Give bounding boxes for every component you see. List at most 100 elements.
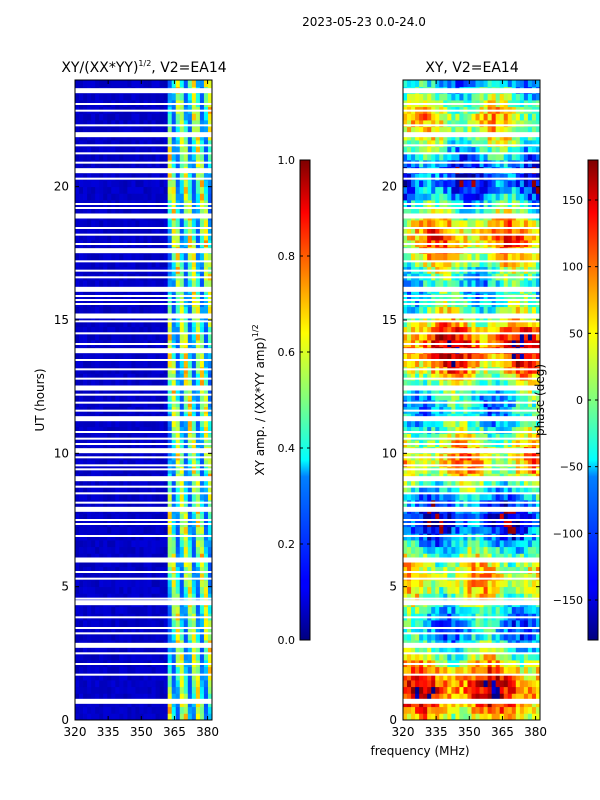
phase-cell <box>423 460 428 468</box>
amplitude-cell <box>175 480 181 488</box>
amplitude-cell <box>103 153 108 161</box>
amplitude-cell <box>131 626 136 634</box>
amplitude-cell <box>151 633 156 641</box>
amplitude-cell <box>191 353 197 361</box>
amplitude-cell <box>119 186 124 194</box>
amplitude-cell <box>119 460 124 468</box>
amplitude-cell <box>103 493 108 501</box>
phase-cell <box>523 526 529 534</box>
amplitude-cell <box>183 80 189 88</box>
amplitude-cell <box>119 553 124 561</box>
amplitude-cell <box>75 333 80 341</box>
phase-cell <box>535 593 541 601</box>
phase-cell <box>495 433 501 441</box>
amplitude-cell <box>143 580 148 588</box>
amplitude-cell <box>131 186 136 194</box>
phase-cell <box>415 686 420 694</box>
phase-cell <box>451 486 456 494</box>
amplitude-cell <box>183 626 189 634</box>
amplitude-cell <box>155 486 161 494</box>
phase-cell <box>499 693 505 701</box>
amplitude-cell <box>95 686 100 694</box>
amplitude-cell <box>167 433 173 441</box>
amplitude-cell <box>187 173 193 181</box>
phase-cell <box>535 573 541 581</box>
amplitude-cell <box>203 153 209 161</box>
phase-cell <box>467 620 472 628</box>
phase-cell <box>411 580 416 588</box>
amplitude-cell <box>95 280 100 288</box>
amplitude-cell <box>143 626 148 634</box>
amplitude-cell <box>115 146 120 154</box>
amplitude-cell <box>143 140 148 148</box>
amplitude-cell <box>167 626 173 634</box>
amplitude-cell <box>123 120 128 128</box>
phase-cell <box>507 666 513 674</box>
amplitude-cell <box>111 113 116 121</box>
amplitude-cell <box>199 540 205 548</box>
amplitude-cell <box>183 493 189 501</box>
phase-cell <box>535 646 541 654</box>
phase-cell <box>451 686 456 694</box>
amplitude-cell <box>187 280 193 288</box>
phase-cell <box>471 626 476 634</box>
amplitude-cell <box>207 93 213 101</box>
phase-cell <box>527 460 533 468</box>
amplitude-cell <box>83 226 88 234</box>
amplitude-cell <box>155 426 161 434</box>
amplitude-cell <box>171 573 177 581</box>
amplitude-cell <box>83 93 88 101</box>
data-gap-line <box>75 535 212 537</box>
amplitude-cell <box>163 433 169 441</box>
amplitude-cell <box>131 433 136 441</box>
phase-cell <box>531 653 537 661</box>
phase-cell <box>487 680 493 688</box>
phase-cell <box>475 526 480 534</box>
amplitude-cell <box>75 426 80 434</box>
amplitude-cell <box>79 333 84 341</box>
amplitude-cell <box>151 560 156 568</box>
amplitude-cell <box>147 580 152 588</box>
amplitude-cell <box>171 126 177 134</box>
phase-cell <box>459 606 464 614</box>
amplitude-cell <box>103 460 108 468</box>
amplitude-cell <box>195 126 201 134</box>
amplitude-cell <box>143 433 148 441</box>
amplitude-cell <box>179 560 185 568</box>
phase-cell <box>447 686 452 694</box>
amplitude-cell <box>179 393 185 401</box>
amplitude-cell <box>127 326 132 334</box>
phase-cell <box>459 633 464 641</box>
amplitude-cell <box>115 580 120 588</box>
phase-cell <box>415 573 420 581</box>
amplitude-cell <box>123 573 128 581</box>
amplitude-cell <box>155 373 161 381</box>
amplitude-cell <box>207 253 213 261</box>
amplitude-cell <box>111 540 116 548</box>
x-tick-label: 380 <box>196 725 219 739</box>
amplitude-cell <box>107 626 112 634</box>
amplitude-cell <box>87 173 92 181</box>
amplitude-cell <box>195 233 201 241</box>
amplitude-cell <box>83 606 88 614</box>
amplitude-cell <box>171 353 177 361</box>
amplitude-cell <box>91 606 96 614</box>
amplitude-cell <box>75 233 80 241</box>
phase-cell <box>531 626 537 634</box>
amplitude-cell <box>143 606 148 614</box>
amplitude-cell <box>111 686 116 694</box>
phase-cell <box>483 426 489 434</box>
phase-cell <box>495 493 501 501</box>
amplitude-cell <box>87 666 92 674</box>
phase-cell <box>403 666 408 674</box>
amplitude-cell <box>151 673 156 681</box>
amplitude-cell <box>195 686 201 694</box>
amplitude-cell <box>99 460 104 468</box>
amplitude-cell <box>207 186 213 194</box>
amplitude-cell <box>75 206 80 214</box>
phase-cell <box>459 566 464 574</box>
phase-cell <box>459 560 464 568</box>
amplitude-cell <box>139 420 144 428</box>
amplitude-cell <box>159 180 165 188</box>
phase-cell <box>407 606 412 614</box>
